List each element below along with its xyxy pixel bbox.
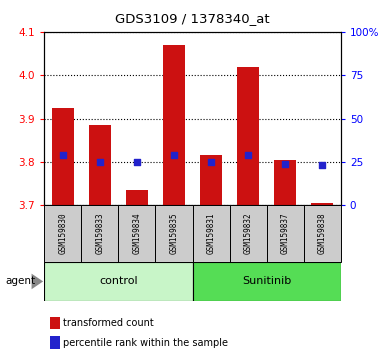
- Bar: [192, 205, 229, 262]
- Bar: [81, 205, 119, 262]
- Text: GSM159834: GSM159834: [132, 213, 141, 255]
- Bar: [44, 205, 81, 262]
- Bar: [200, 155, 222, 205]
- Bar: [274, 160, 296, 205]
- Bar: [44, 262, 192, 301]
- Point: [60, 153, 66, 158]
- Text: GSM159832: GSM159832: [244, 213, 253, 255]
- Point: [171, 153, 177, 158]
- Bar: [156, 205, 192, 262]
- Point: [134, 159, 140, 165]
- Bar: [163, 45, 185, 205]
- Point: [319, 162, 325, 168]
- Text: control: control: [99, 276, 138, 286]
- Text: GSM159837: GSM159837: [281, 213, 290, 255]
- Text: agent: agent: [5, 276, 35, 286]
- Bar: [119, 205, 156, 262]
- Bar: [304, 205, 341, 262]
- Point: [208, 159, 214, 165]
- Point: [97, 159, 103, 165]
- Text: transformed count: transformed count: [63, 318, 154, 328]
- Bar: [89, 125, 111, 205]
- Bar: [229, 205, 266, 262]
- Point: [282, 161, 288, 167]
- Text: GSM159838: GSM159838: [318, 213, 327, 255]
- Bar: [192, 262, 341, 301]
- Point: [245, 153, 251, 158]
- Text: GSM159830: GSM159830: [58, 213, 67, 255]
- Text: GDS3109 / 1378340_at: GDS3109 / 1378340_at: [115, 12, 270, 25]
- Bar: [52, 108, 74, 205]
- Text: GSM159833: GSM159833: [95, 213, 104, 255]
- Bar: [237, 67, 259, 205]
- Text: percentile rank within the sample: percentile rank within the sample: [63, 338, 228, 348]
- Bar: [311, 203, 333, 205]
- Text: GSM159831: GSM159831: [206, 213, 216, 255]
- Polygon shape: [32, 274, 43, 289]
- Bar: [126, 190, 148, 205]
- Bar: [267, 205, 304, 262]
- Text: Sunitinib: Sunitinib: [242, 276, 291, 286]
- Text: GSM159835: GSM159835: [169, 213, 179, 255]
